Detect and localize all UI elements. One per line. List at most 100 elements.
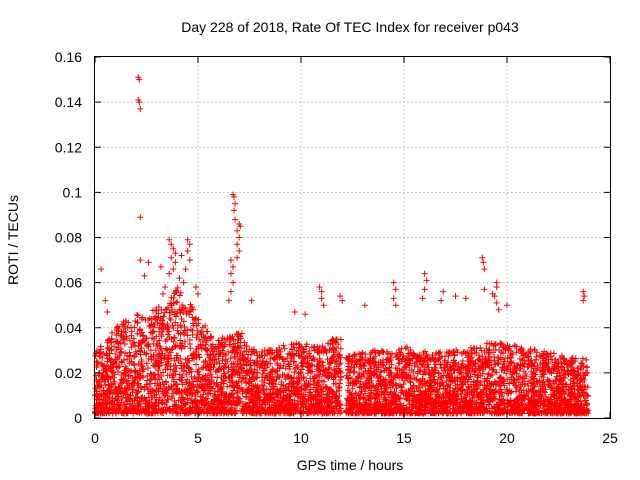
data-point bbox=[171, 335, 178, 342]
data-point bbox=[303, 410, 310, 417]
data-point bbox=[173, 401, 180, 408]
data-point bbox=[437, 361, 444, 368]
data-point bbox=[298, 400, 305, 407]
data-point bbox=[401, 364, 408, 371]
data-point bbox=[207, 335, 214, 342]
data-point bbox=[213, 410, 220, 417]
data-point bbox=[166, 372, 173, 379]
data-point bbox=[179, 381, 186, 388]
data-point bbox=[96, 378, 103, 385]
data-point bbox=[221, 363, 228, 370]
data-point bbox=[432, 398, 439, 405]
data-point bbox=[128, 344, 135, 351]
data-point bbox=[171, 290, 178, 297]
data-point bbox=[486, 340, 493, 347]
data-point bbox=[430, 373, 437, 380]
data-point bbox=[213, 379, 220, 386]
data-point bbox=[303, 341, 310, 348]
data-point bbox=[104, 339, 111, 346]
data-point bbox=[215, 366, 222, 373]
data-point bbox=[316, 367, 323, 374]
data-point bbox=[469, 354, 476, 361]
data-point bbox=[527, 386, 534, 393]
data-point bbox=[547, 391, 554, 398]
data-point bbox=[236, 355, 243, 362]
data-point bbox=[237, 361, 244, 368]
data-point bbox=[202, 386, 209, 393]
data-point bbox=[187, 326, 194, 333]
data-point bbox=[356, 395, 363, 402]
data-point bbox=[418, 378, 425, 385]
data-point bbox=[238, 379, 245, 386]
data-point bbox=[473, 399, 480, 406]
data-point bbox=[330, 380, 337, 387]
data-point bbox=[395, 356, 402, 363]
data-point bbox=[158, 372, 165, 379]
data-point bbox=[539, 369, 546, 376]
data-point bbox=[380, 349, 387, 356]
data-point bbox=[156, 337, 163, 344]
data-point bbox=[494, 354, 501, 361]
data-point bbox=[270, 402, 277, 409]
data-point bbox=[194, 331, 201, 338]
data-point bbox=[153, 360, 160, 367]
data-point bbox=[260, 358, 267, 365]
data-point bbox=[163, 306, 170, 313]
data-point bbox=[299, 354, 306, 361]
data-point bbox=[241, 355, 248, 362]
data-point bbox=[347, 391, 354, 398]
data-point bbox=[151, 335, 158, 342]
data-point bbox=[568, 357, 575, 364]
data-point bbox=[582, 372, 589, 379]
data-point bbox=[361, 359, 368, 366]
data-point bbox=[108, 356, 115, 363]
data-point bbox=[366, 394, 373, 401]
data-point bbox=[204, 347, 211, 354]
data-point bbox=[552, 377, 559, 384]
data-point bbox=[252, 390, 259, 397]
data-point bbox=[557, 355, 564, 362]
data-point bbox=[452, 376, 459, 383]
data-point bbox=[152, 363, 159, 370]
data-point bbox=[558, 393, 565, 400]
data-point bbox=[500, 344, 507, 351]
data-point bbox=[558, 366, 565, 373]
data-point bbox=[197, 329, 204, 336]
data-point bbox=[235, 398, 242, 405]
data-point bbox=[546, 366, 553, 373]
data-point bbox=[149, 328, 156, 335]
data-point bbox=[292, 365, 299, 372]
data-point bbox=[323, 384, 330, 391]
data-point bbox=[104, 389, 111, 396]
data-point bbox=[193, 378, 200, 385]
data-point bbox=[103, 352, 110, 359]
data-point bbox=[570, 368, 577, 375]
data-point bbox=[368, 390, 375, 397]
data-point bbox=[377, 368, 384, 375]
data-point bbox=[319, 362, 326, 369]
data-point bbox=[557, 391, 564, 398]
data-point bbox=[352, 410, 359, 417]
data-point bbox=[285, 397, 292, 404]
data-point bbox=[498, 340, 505, 347]
data-point bbox=[243, 343, 250, 350]
data-point bbox=[199, 394, 206, 401]
data-point bbox=[531, 383, 538, 390]
data-point bbox=[210, 364, 217, 371]
data-point bbox=[259, 370, 266, 377]
data-point bbox=[450, 357, 457, 364]
data-point bbox=[183, 310, 190, 317]
data-point bbox=[396, 374, 403, 381]
data-point bbox=[585, 410, 592, 417]
data-point bbox=[114, 389, 121, 396]
data-point bbox=[197, 377, 204, 384]
data-point bbox=[384, 404, 391, 411]
data-point bbox=[483, 383, 490, 390]
data-point bbox=[180, 309, 187, 316]
data-point bbox=[117, 389, 124, 396]
data-point bbox=[583, 397, 590, 404]
data-point bbox=[345, 379, 352, 386]
data-point bbox=[131, 368, 138, 375]
data-point bbox=[177, 322, 184, 329]
data-point bbox=[143, 360, 150, 367]
